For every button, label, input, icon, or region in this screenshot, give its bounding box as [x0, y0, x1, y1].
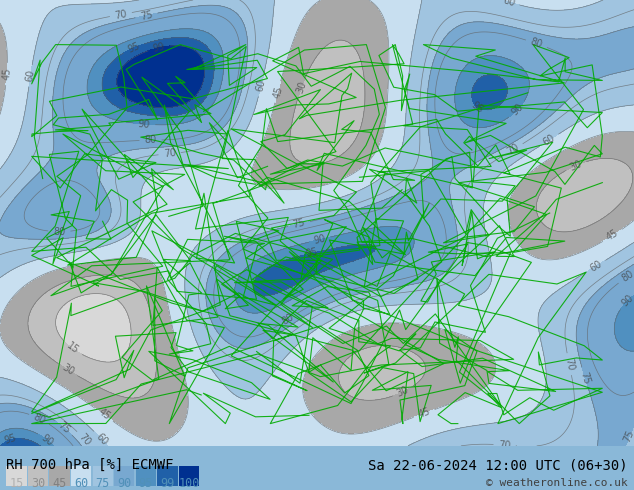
Text: 45: 45 — [605, 228, 620, 243]
Text: 45: 45 — [53, 477, 67, 490]
FancyBboxPatch shape — [179, 466, 199, 486]
Text: 75: 75 — [292, 218, 306, 230]
Text: 90: 90 — [510, 102, 525, 118]
FancyBboxPatch shape — [28, 466, 48, 486]
Text: 95: 95 — [139, 477, 153, 490]
Text: 45: 45 — [417, 407, 432, 420]
Text: 80: 80 — [32, 412, 47, 426]
Text: Sa 22-06-2024 12:00 UTC (06+30): Sa 22-06-2024 12:00 UTC (06+30) — [368, 458, 628, 472]
Text: © weatheronline.co.uk: © weatheronline.co.uk — [486, 478, 628, 488]
Text: 70: 70 — [505, 142, 521, 157]
Text: 75: 75 — [139, 9, 153, 22]
Text: 30: 30 — [395, 385, 411, 399]
Text: 30: 30 — [31, 477, 45, 490]
Text: 90: 90 — [117, 477, 131, 490]
Text: 60: 60 — [501, 0, 516, 8]
Text: 15: 15 — [10, 477, 23, 490]
Text: 80: 80 — [280, 312, 295, 327]
FancyBboxPatch shape — [71, 466, 91, 486]
Text: 90: 90 — [138, 119, 151, 129]
Text: 95: 95 — [304, 247, 319, 259]
Text: 95: 95 — [3, 433, 18, 446]
Text: 60: 60 — [255, 78, 268, 93]
Text: 45: 45 — [96, 407, 112, 422]
Text: 99: 99 — [152, 42, 166, 54]
Text: 30: 30 — [294, 80, 308, 95]
Text: 80: 80 — [529, 37, 544, 50]
Text: RH 700 hPa [%] ECMWF: RH 700 hPa [%] ECMWF — [6, 458, 174, 472]
Text: 75: 75 — [56, 419, 72, 435]
Text: 60: 60 — [541, 132, 557, 147]
Text: 75: 75 — [623, 428, 634, 444]
Text: 80: 80 — [145, 135, 157, 146]
FancyBboxPatch shape — [136, 466, 156, 486]
Text: 45: 45 — [1, 68, 12, 80]
Text: 70: 70 — [563, 357, 576, 371]
Text: 70: 70 — [498, 440, 511, 450]
Text: 70: 70 — [77, 432, 93, 448]
Text: 60: 60 — [25, 69, 36, 83]
Text: 75: 75 — [578, 370, 592, 385]
Text: 15: 15 — [65, 341, 81, 356]
Text: 75: 75 — [96, 477, 110, 490]
Text: 60: 60 — [94, 432, 110, 447]
Text: 70: 70 — [163, 148, 176, 159]
FancyBboxPatch shape — [157, 466, 178, 486]
Text: 95: 95 — [469, 99, 485, 115]
Text: 100: 100 — [178, 477, 200, 490]
Text: 70: 70 — [114, 8, 128, 21]
FancyBboxPatch shape — [114, 466, 134, 486]
Text: 95: 95 — [126, 41, 141, 55]
Text: 60: 60 — [74, 477, 88, 490]
Text: 30: 30 — [60, 363, 75, 377]
FancyBboxPatch shape — [6, 466, 27, 486]
Text: 30: 30 — [568, 158, 583, 172]
Text: 90: 90 — [313, 233, 327, 246]
FancyBboxPatch shape — [93, 466, 113, 486]
Text: 80: 80 — [620, 269, 634, 284]
Text: 45: 45 — [271, 85, 284, 99]
Text: 60: 60 — [588, 259, 604, 274]
Text: 80: 80 — [53, 227, 65, 237]
Text: 90: 90 — [620, 293, 634, 309]
FancyBboxPatch shape — [49, 466, 70, 486]
Text: 99: 99 — [160, 477, 174, 490]
Text: 90: 90 — [39, 432, 55, 448]
